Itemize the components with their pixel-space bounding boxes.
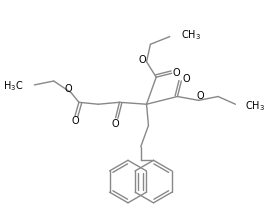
Text: CH$_3$: CH$_3$ (181, 28, 201, 42)
Text: O: O (182, 74, 190, 84)
Text: O: O (139, 55, 147, 65)
Text: CH$_3$: CH$_3$ (245, 99, 265, 113)
Text: O: O (71, 116, 79, 126)
Text: H$_3$C: H$_3$C (3, 79, 24, 93)
Text: O: O (197, 91, 204, 101)
Text: O: O (64, 84, 72, 94)
Text: O: O (112, 119, 120, 129)
Text: O: O (173, 68, 180, 78)
